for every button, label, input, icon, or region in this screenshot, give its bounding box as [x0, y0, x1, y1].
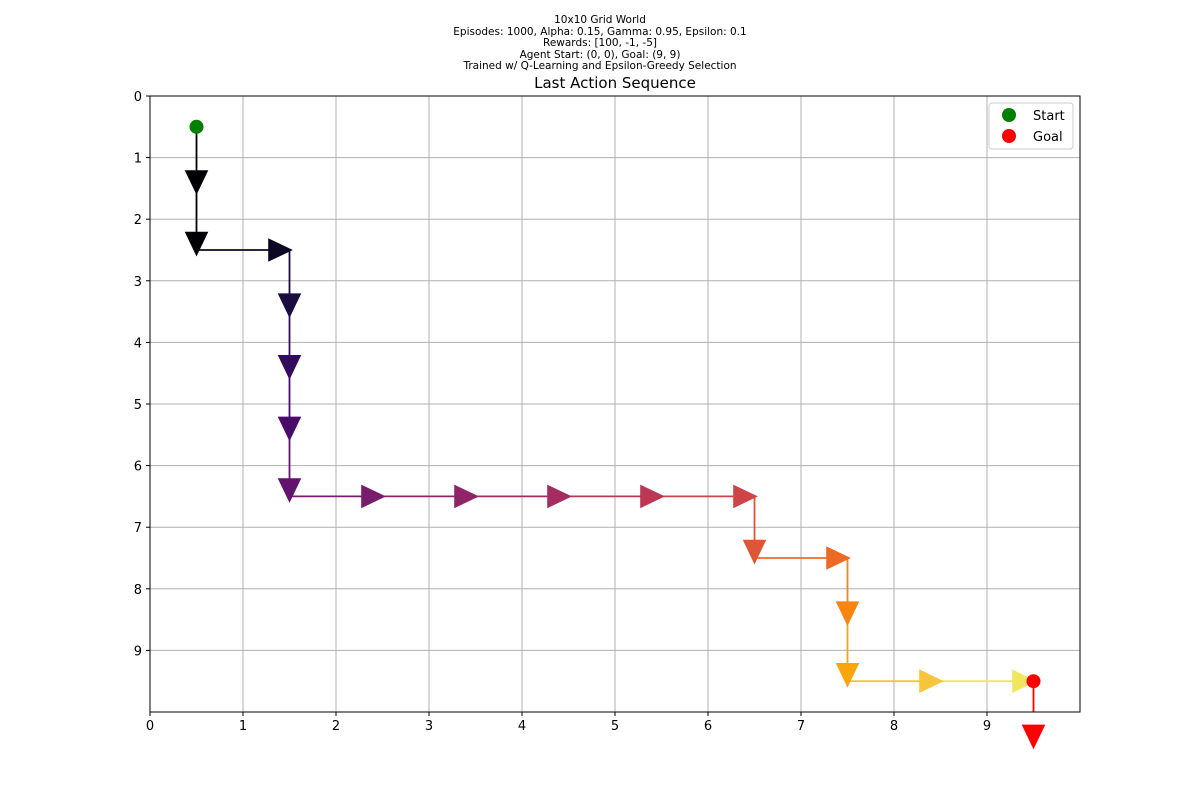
legend-start-marker: [1002, 108, 1016, 122]
start-marker: [189, 119, 204, 134]
x-tick-label: 3: [425, 719, 433, 734]
y-tick-label: 8: [134, 583, 142, 598]
figure-suptitle: 10x10 Grid World Episodes: 1000, Alpha: …: [0, 14, 1200, 73]
y-tick-label: 4: [134, 336, 142, 351]
arrow-right-icon: [361, 484, 386, 509]
y-tick-label: 7: [134, 521, 142, 536]
y-tick-label: 2: [134, 213, 142, 228]
arrow-down-icon: [742, 539, 767, 565]
legend-goal-marker: [1002, 129, 1016, 143]
x-tick-label: 5: [611, 719, 619, 734]
markers: [189, 119, 1041, 689]
axis-ticks: 0 1 2 3 4 5 6 7 8 9 0 1 2 3 4 5 6 7 8 9: [134, 90, 991, 734]
chart-title: Last Action Sequence: [534, 74, 696, 92]
arrow-right-icon: [268, 238, 293, 262]
arrow-down-icon: [277, 355, 302, 380]
x-tick-label: 1: [239, 719, 247, 734]
x-tick-label: 2: [332, 719, 340, 734]
arrow-down-icon: [277, 478, 302, 503]
suptitle-line-5: Trained w/ Q-Learning and Epsilon-Greedy…: [463, 60, 737, 72]
legend-start-label: Start: [1033, 109, 1065, 124]
arrow-right-icon: [919, 669, 944, 693]
suptitle-line-2: Episodes: 1000, Alpha: 0.15, Gamma: 0.95…: [453, 25, 747, 38]
suptitle-line-4: Agent Start: (0, 0), Goal: (9, 9): [519, 48, 681, 61]
arrow-right-icon: [826, 546, 851, 570]
y-tick-label: 5: [134, 398, 142, 413]
x-tick-label: 0: [146, 719, 154, 734]
x-tick-label: 4: [518, 719, 526, 734]
arrow-right-icon: [733, 484, 758, 509]
action-arrows: [184, 170, 1046, 750]
x-tick-label: 6: [704, 719, 712, 734]
y-tick-label: 0: [134, 90, 142, 105]
arrow-down-icon: [835, 601, 860, 627]
goal-marker: [1026, 674, 1041, 689]
arrow-right-icon: [454, 484, 479, 509]
x-tick-label: 7: [797, 719, 805, 734]
arrow-down-icon: [277, 293, 302, 319]
suptitle-line-1: 10x10 Grid World: [554, 14, 646, 26]
y-tick-label: 1: [134, 152, 142, 167]
y-tick-label: 9: [134, 644, 142, 659]
y-tick-label: 6: [134, 460, 142, 475]
arrow-down-icon: [184, 231, 209, 257]
arrow-down-icon: [277, 416, 302, 442]
y-tick-label: 3: [134, 275, 142, 290]
x-tick-label: 9: [983, 719, 991, 734]
legend-goal-label: Goal: [1033, 130, 1063, 145]
arrow-right-icon: [547, 484, 572, 509]
arrow-down-icon: [835, 663, 860, 688]
arrow-right-icon: [1012, 669, 1037, 693]
arrow-right-icon: [640, 484, 665, 509]
suptitle-line-3: Rewards: [100, -1, -5]: [543, 37, 657, 49]
arrow-down-icon: [1021, 724, 1046, 750]
legend: Start Goal: [988, 102, 1074, 150]
x-tick-label: 8: [890, 719, 898, 734]
arrow-down-icon: [184, 170, 209, 195]
